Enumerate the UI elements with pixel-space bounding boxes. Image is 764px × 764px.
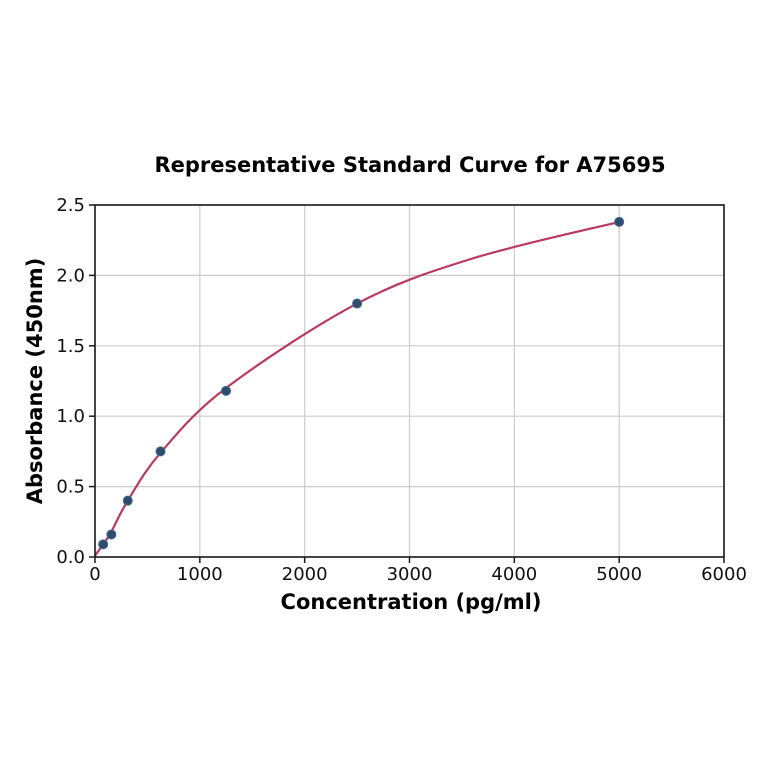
- data-point-marker: [221, 385, 232, 396]
- x-tick-label: 4000: [491, 564, 537, 585]
- data-point-marker: [155, 446, 166, 457]
- y-tick-label: 1.5: [56, 336, 85, 357]
- y-tick-label: 0.5: [56, 477, 85, 498]
- data-point-marker: [614, 216, 625, 227]
- y-tick-label: 2.0: [56, 265, 85, 286]
- x-tick-label: 6000: [701, 564, 747, 585]
- data-point-marker: [106, 529, 117, 540]
- chart-title: Representative Standard Curve for A75695: [154, 153, 666, 177]
- fit-curve-line: [94, 220, 620, 557]
- y-tick-label: 2.5: [56, 195, 85, 216]
- data-point-marker: [98, 539, 109, 550]
- y-axis-label: Absorbance (450nm): [23, 257, 47, 505]
- x-tick-label: 2000: [282, 564, 328, 585]
- x-tick-label: 3000: [387, 564, 433, 585]
- y-tick-label: 1.0: [56, 406, 85, 427]
- x-axis-label: Concentration (pg/ml): [280, 590, 542, 614]
- y-tick-label: 0.0: [56, 547, 85, 568]
- data-point-marker: [122, 495, 133, 506]
- data-point-marker: [352, 298, 363, 309]
- x-tick-label: 0: [89, 564, 100, 585]
- x-tick-label: 1000: [177, 564, 223, 585]
- x-tick-label: 5000: [596, 564, 642, 585]
